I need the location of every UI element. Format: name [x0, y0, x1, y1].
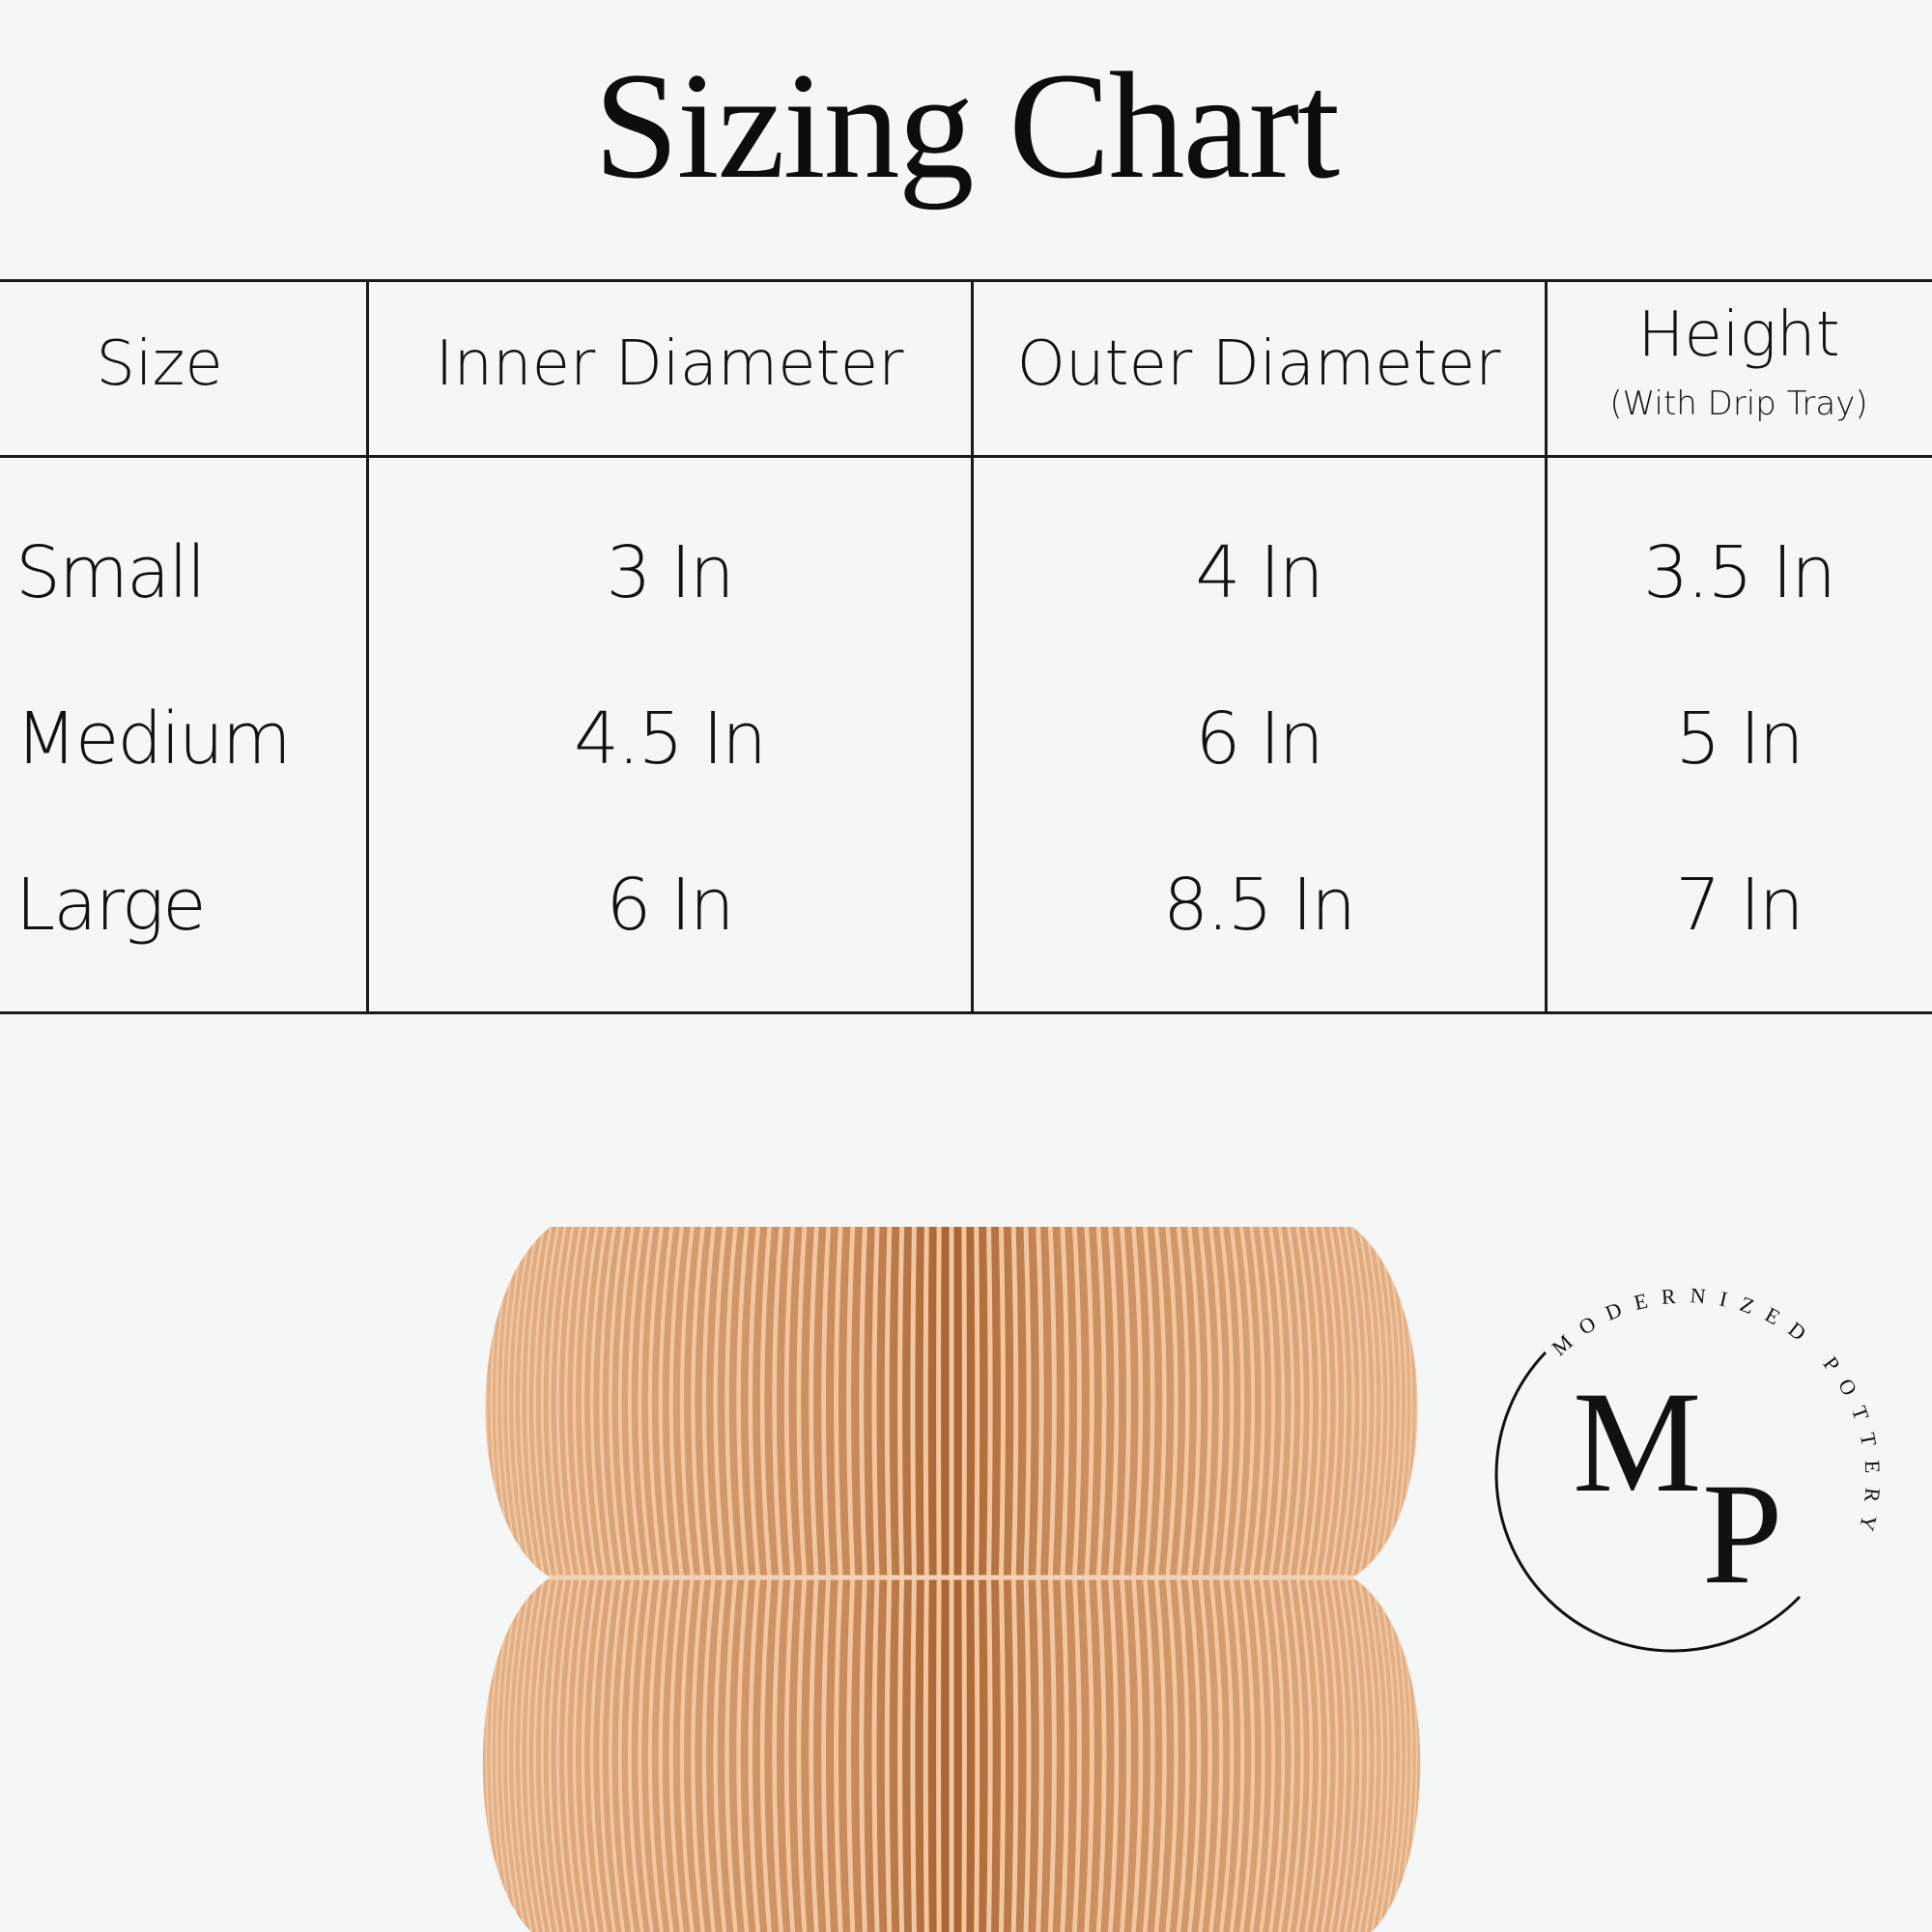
- row-medium-outer: 6 In: [1195, 697, 1323, 781]
- logo-monogram-p: P: [1702, 1454, 1782, 1614]
- header-height-note: (With Drip Tray): [1609, 384, 1868, 423]
- column-divider: [971, 280, 974, 1014]
- row-large-inner: 6 In: [606, 864, 734, 947]
- header-height: Height: [1637, 299, 1840, 371]
- header-outer-diameter: Outer Diameter: [1016, 328, 1501, 400]
- table-bottom-border: [0, 1011, 1932, 1014]
- row-small-size: Small: [15, 531, 207, 614]
- row-large-size: Large: [15, 864, 207, 947]
- row-small-height: 3.5 In: [1643, 531, 1836, 614]
- header-size: Size: [96, 328, 223, 400]
- header-divider: [0, 455, 1932, 458]
- row-large-height: 7 In: [1675, 864, 1804, 947]
- page-title: Sizing Chart: [593, 42, 1340, 211]
- row-large-outer: 8.5 In: [1163, 864, 1356, 947]
- row-small-outer: 4 In: [1195, 531, 1323, 614]
- row-medium-size: Medium: [15, 697, 292, 781]
- row-medium-height: 5 In: [1675, 697, 1804, 781]
- column-divider: [366, 280, 369, 1014]
- header-inner-diameter: Inner Diameter: [435, 328, 904, 400]
- row-medium-inner: 4.5 In: [574, 697, 767, 781]
- table-top-border: [0, 279, 1932, 282]
- logo-circle: [1494, 1350, 1802, 1653]
- logo-monogram-m: M: [1573, 1362, 1701, 1522]
- row-small-inner: 3 In: [606, 531, 734, 614]
- column-divider: [1545, 280, 1548, 1014]
